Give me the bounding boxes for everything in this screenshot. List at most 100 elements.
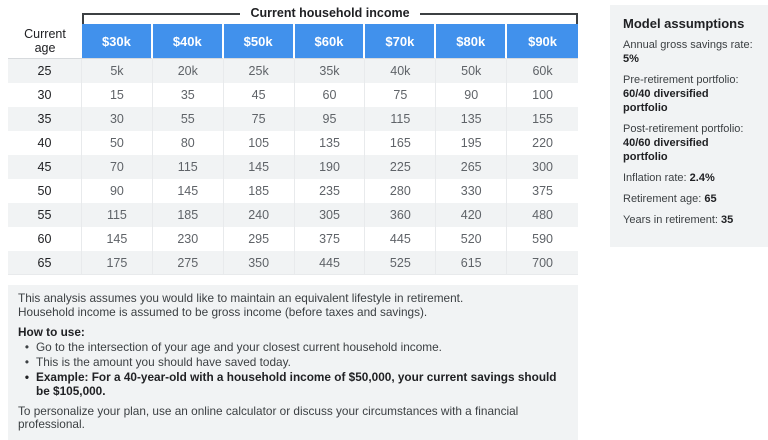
savings-value-cell: 275 <box>152 251 224 275</box>
savings-value-cell: 190 <box>294 155 366 179</box>
savings-value-cell: 15 <box>82 83 153 107</box>
savings-value-cell: 265 <box>436 155 508 179</box>
model-assumptions-panel: Model assumptions Annual gross savings r… <box>610 5 768 247</box>
savings-value-cell: 145 <box>153 179 224 203</box>
savings-value-cell: 135 <box>295 131 366 155</box>
age-row-header: 25 <box>8 59 82 83</box>
savings-value-cell: 30 <box>82 107 153 131</box>
savings-value-cell: 5k <box>82 59 153 83</box>
savings-value-cell: 40k <box>365 59 437 83</box>
age-row-header: 30 <box>8 83 82 107</box>
savings-value-cell: 375 <box>532 184 553 198</box>
income-column-header: $70k <box>365 24 437 59</box>
income-column-header: $30k <box>82 24 153 59</box>
income-bracket: Current household income <box>82 6 579 26</box>
assumption-item: Retirement age: 65 <box>623 192 717 205</box>
bullet-text: Go to the intersection of your age and y… <box>36 340 442 355</box>
savings-value-cell: 95 <box>294 107 366 131</box>
savings-value-cell: 185 <box>152 203 224 227</box>
savings-value-cell: 330 <box>436 179 508 203</box>
savings-value-cell: 175 <box>82 251 153 275</box>
savings-value-cell: 295 <box>224 227 295 251</box>
savings-value-cell: 360 <box>365 203 437 227</box>
bullet-icon: • <box>24 355 30 370</box>
savings-value-cell: 60 <box>295 83 366 107</box>
savings-value-cell: 90 <box>82 179 153 203</box>
retirement-savings-infographic: Current household income Current age $30… <box>8 5 768 440</box>
savings-value-cell: 60k <box>507 59 578 83</box>
savings-value-cell: 480 <box>507 203 578 227</box>
bullet-icon: • <box>24 369 30 384</box>
assumption-list: Annual gross savings rate: 5% Pre-retirem… <box>623 39 755 228</box>
savings-value-cell: 195 <box>436 131 508 155</box>
savings-value-cell: 35k <box>294 59 366 83</box>
savings-value-cell: 135 <box>436 107 508 131</box>
savings-value-cell: 280 <box>365 179 437 203</box>
income-column-header: $80k <box>436 24 508 59</box>
savings-value-cell: 350 <box>223 251 295 275</box>
savings-value-cell: 145 <box>82 227 153 251</box>
age-row-header: 40 <box>8 131 82 155</box>
savings-value-cell: 50k <box>436 59 508 83</box>
savings-value-cell: 100 <box>532 88 553 102</box>
savings-value-cell: 230 <box>153 227 224 251</box>
how-to-use-bullet: • Go to the intersection of your age and … <box>18 341 568 355</box>
age-row-header: 50 <box>8 179 82 203</box>
savings-value-cell: 185 <box>224 179 295 203</box>
how-to-use-bullet: • This is the amount you should have save… <box>18 355 568 370</box>
savings-value-cell: 70 <box>82 155 153 179</box>
savings-value-cell: 35 <box>153 83 224 107</box>
savings-value-cell: 220 <box>532 136 553 150</box>
savings-value-cell: 115 <box>365 107 437 131</box>
assumption-item: Years in retirement: 35 <box>623 213 734 226</box>
savings-value-cell: 75 <box>223 107 295 131</box>
income-column-header: $90k <box>507 24 578 59</box>
savings-value-cell: 145 <box>223 155 295 179</box>
bracket-line-left <box>82 13 241 26</box>
bullet-icon: • <box>24 340 30 355</box>
how-to-use-list: • Go to the intersection of your age and … <box>18 341 568 398</box>
bracket-label: Current household income <box>250 6 410 20</box>
assumption-item: Annual gross savings rate: 5% <box>623 39 753 65</box>
savings-value-cell: 420 <box>436 203 508 227</box>
age-row-header: 35 <box>8 107 82 131</box>
savings-value-cell: 50 <box>82 131 153 155</box>
savings-value-cell: 20k <box>152 59 224 83</box>
savings-value-cell: 520 <box>436 227 508 251</box>
age-row-header: 55 <box>8 203 82 227</box>
income-column-header: $60k <box>294 24 366 59</box>
savings-value-cell: 115 <box>152 155 224 179</box>
savings-value-cell: 375 <box>295 227 366 251</box>
savings-value-cell: 155 <box>507 107 578 131</box>
savings-value-cell: 305 <box>294 203 366 227</box>
assumptions-title: Model assumptions <box>623 16 745 31</box>
savings-value-cell: 115 <box>82 203 153 227</box>
age-row-header: 45 <box>8 155 82 179</box>
how-to-use-bullet: • Example: For a 40-year-old with a house… <box>18 369 568 399</box>
savings-value-cell: 45 <box>224 83 295 107</box>
savings-value-cell: 80 <box>153 131 224 155</box>
savings-value-cell: 105 <box>224 131 295 155</box>
savings-value-cell: 165 <box>365 131 437 155</box>
bracket-line-right <box>419 13 579 26</box>
savings-value-cell: 615 <box>436 251 508 275</box>
savings-value-cell: 25k <box>223 59 295 83</box>
savings-value-cell: 445 <box>294 251 366 275</box>
intro-paragraph: This analysis assumes you would like to … <box>18 291 464 319</box>
savings-table-area: Current household income Current age $30… <box>8 6 579 275</box>
corner-header: Current age <box>8 24 82 59</box>
assumption-item: Post-retirement portfolio: 40/60 diversi… <box>623 122 744 163</box>
savings-value-cell: 445 <box>365 227 437 251</box>
savings-value-cell: 525 <box>365 251 437 275</box>
savings-value-cell: 90 <box>436 83 508 107</box>
savings-table: Current age $30k $40k $50k $60k $70k $80k $90k… <box>8 24 578 275</box>
savings-value-cell: 75 <box>365 83 437 107</box>
age-row-header: 65 <box>8 251 82 275</box>
age-row-header: 60 <box>8 227 82 251</box>
savings-value-cell: 225 <box>365 155 437 179</box>
savings-value-cell: 700 <box>507 251 578 275</box>
footnotes-block: This analysis assumes you would like to … <box>8 285 578 440</box>
closing-line: To personalize your plan, use an online … <box>18 403 519 432</box>
income-column-header: $50k <box>223 24 295 59</box>
savings-value-cell: 235 <box>295 179 366 203</box>
